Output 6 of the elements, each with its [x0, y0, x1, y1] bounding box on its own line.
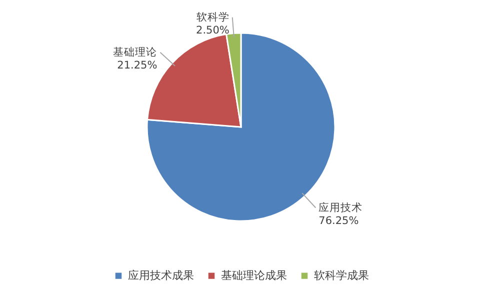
- data-label: 应用技术 76.25%: [318, 200, 363, 227]
- data-label: 软科学 2.50%: [196, 11, 230, 36]
- data-label: 基础理论 21.25%: [113, 45, 158, 72]
- legend-label: 应用技术成果: [128, 268, 194, 282]
- legend-label: 软科学成果: [314, 268, 369, 282]
- legend-label: 基础理论成果: [221, 268, 287, 282]
